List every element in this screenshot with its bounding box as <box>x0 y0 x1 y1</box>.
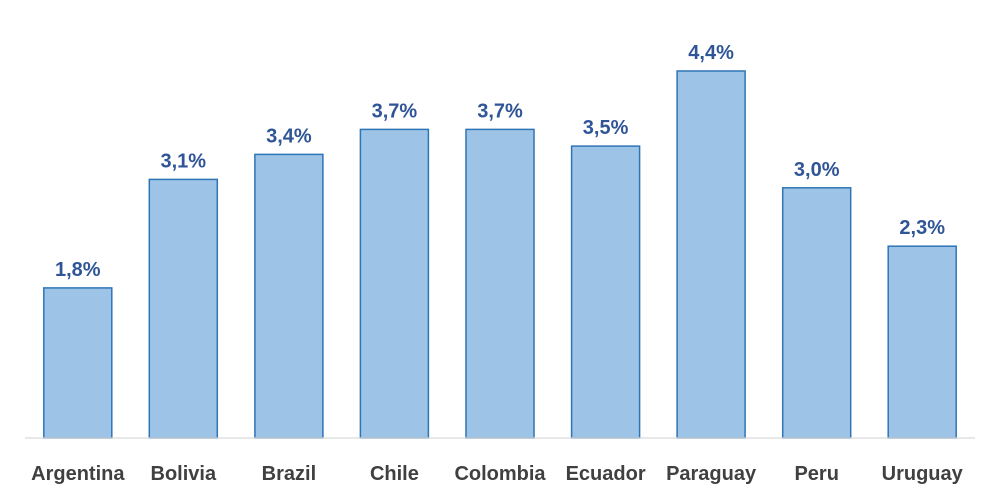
bar-colombia <box>465 128 535 439</box>
x-tick-label-bolivia: Bolivia <box>151 463 217 485</box>
x-tick-label-ecuador: Ecuador <box>566 463 646 485</box>
bars-group <box>43 70 957 439</box>
bar-brazil <box>254 153 324 439</box>
x-tick-label-paraguay: Paraguay <box>666 463 757 485</box>
data-label-argentina: 1,8% <box>55 259 101 281</box>
data-label-bolivia: 3,1% <box>161 150 207 172</box>
bar-bolivia <box>148 178 219 439</box>
bar-chile <box>359 128 430 439</box>
data-label-paraguay: 4,4% <box>688 42 734 64</box>
data-label-colombia: 3,7% <box>477 100 523 122</box>
data-label-brazil: 3,4% <box>266 125 312 147</box>
bar-ecuador <box>570 145 641 439</box>
bar-argentina <box>43 287 113 439</box>
bar-paraguay <box>676 70 746 439</box>
x-tick-label-brazil: Brazil <box>262 463 316 485</box>
x-tick-label-peru: Peru <box>794 463 838 485</box>
x-tick-label-colombia: Colombia <box>454 463 546 485</box>
x-tick-labels-group: Argentina Bolivia Brazil Chile Colombia Ecuad… <box>31 463 964 485</box>
data-label-uruguay: 2,3% <box>899 217 945 239</box>
data-label-ecuador: 3,5% <box>583 117 629 139</box>
data-labels-group: 1,8% 3,1% 3,4% 3,7% 3,7% 3,5% 4,4% 3,0% 2,3% <box>55 42 945 281</box>
x-tick-label-uruguay: Uruguay <box>882 463 964 485</box>
data-label-chile: 3,7% <box>372 100 418 122</box>
x-tick-label-chile: Chile <box>370 463 419 485</box>
data-label-peru: 3,0% <box>794 159 840 181</box>
bar-peru <box>781 187 852 439</box>
x-tick-label-argentina: Argentina <box>31 463 125 485</box>
bar-uruguay <box>887 245 957 439</box>
